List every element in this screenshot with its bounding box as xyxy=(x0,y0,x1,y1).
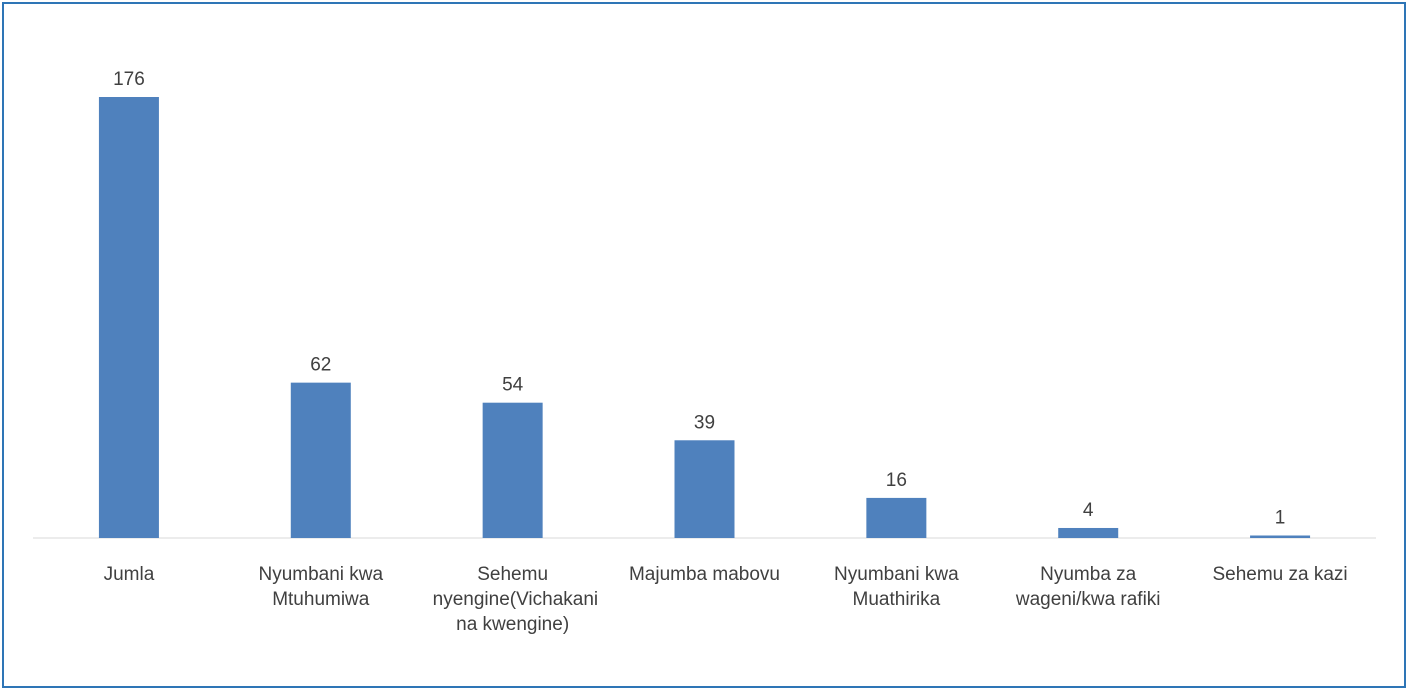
data-label: 1 xyxy=(1275,507,1286,528)
bar xyxy=(1058,527,1119,538)
x-tick-label: Majumba mabovu xyxy=(628,564,781,585)
x-tick-label: Nyumba za wageni/kwa rafiki xyxy=(1015,564,1161,610)
bar xyxy=(290,382,351,538)
bar xyxy=(674,440,735,538)
x-tick-label: Jumla xyxy=(103,564,155,585)
data-label: 39 xyxy=(694,412,715,433)
data-label: 62 xyxy=(310,355,331,376)
x-tick-label: Nyumbani kwa Muathirika xyxy=(834,564,959,610)
x-tick-label: Sehemu nyengine(Vichakani na kwengine) xyxy=(432,564,599,635)
bar xyxy=(866,497,927,538)
x-tick-label: Nyumbani kwa Mtuhumiwa xyxy=(258,564,384,610)
bar xyxy=(482,402,543,538)
data-label: 176 xyxy=(113,69,145,90)
data-label: 54 xyxy=(502,375,524,396)
bar xyxy=(98,97,159,538)
data-label: 16 xyxy=(886,470,907,491)
bar xyxy=(1250,535,1311,538)
x-tick-label: Sehemu za kazi xyxy=(1212,564,1348,585)
data-label: 4 xyxy=(1083,500,1094,521)
